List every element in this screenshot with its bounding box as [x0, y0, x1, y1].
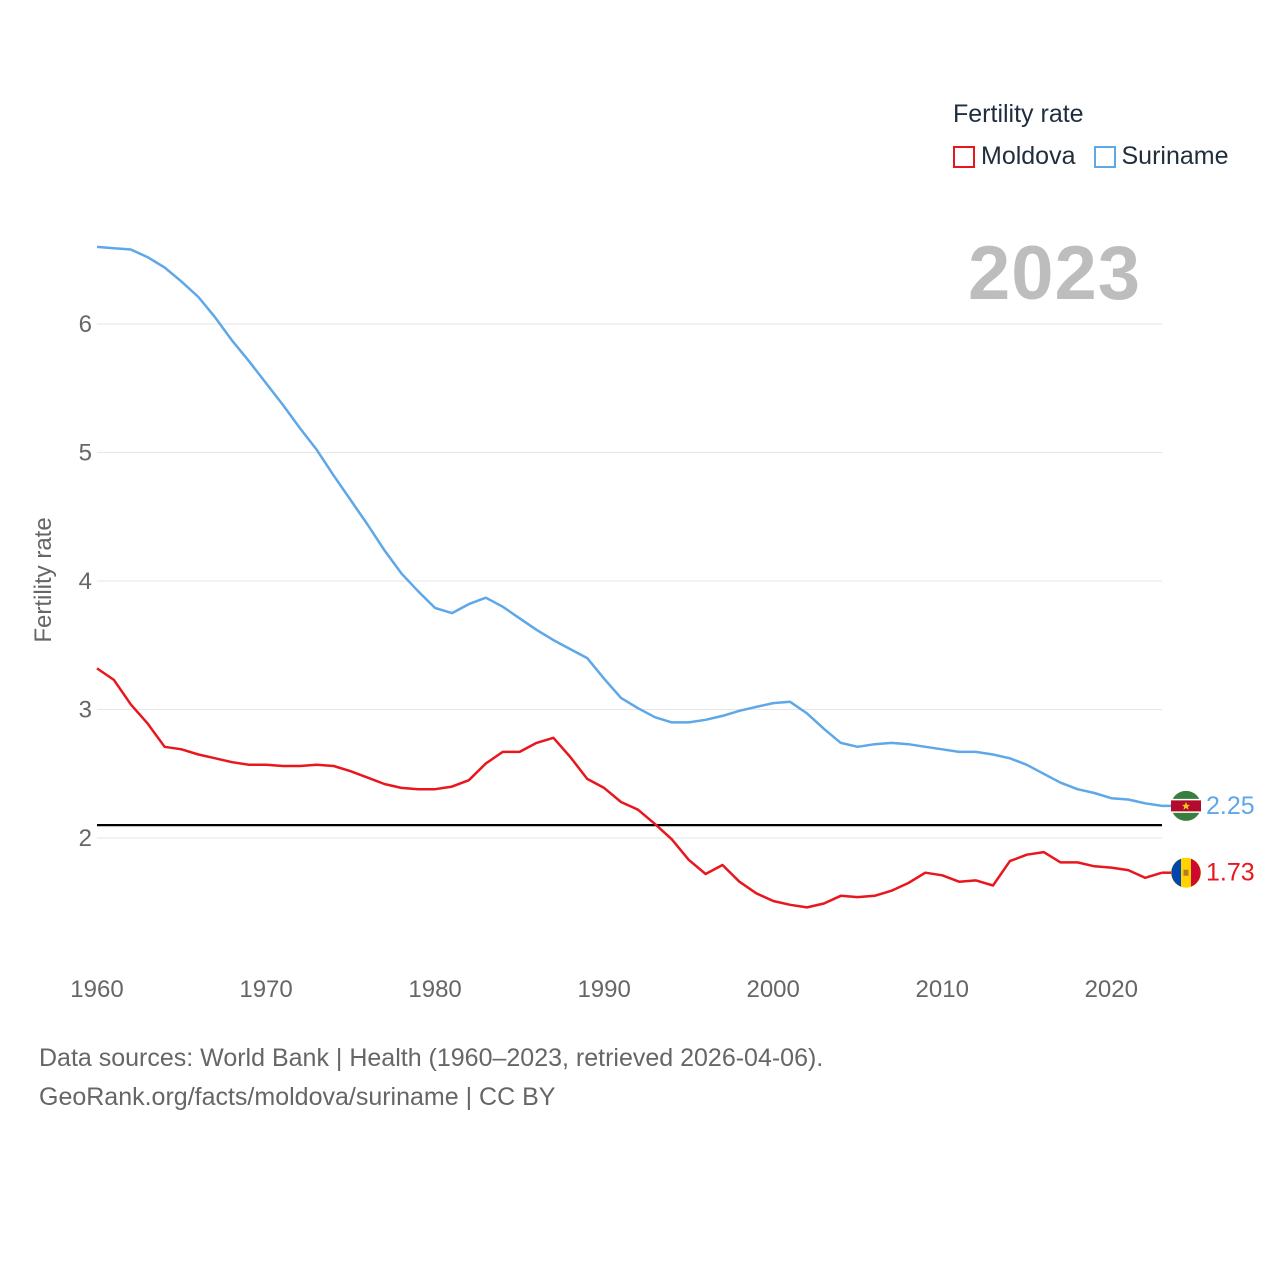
series-lines — [96, 245, 1163, 909]
y-tick-3: 3 — [79, 697, 92, 724]
x-tick-1960: 1960 — [70, 976, 123, 1003]
y-tick-labels: 2 3 4 5 6 — [79, 311, 92, 852]
end-markers: 2.25 1.73 — [1162, 790, 1255, 888]
legend-item-suriname[interactable]: Suriname — [1093, 142, 1229, 171]
data-source-line: Data sources: World Bank | Health (1960–… — [39, 1044, 824, 1072]
legend-item-moldova[interactable]: Moldova — [953, 142, 1076, 171]
legend: Moldova Suriname — [953, 142, 1247, 171]
flag-moldova-emblem — [1183, 869, 1189, 876]
y-tick-5: 5 — [79, 440, 92, 467]
x-tick-1970: 1970 — [239, 976, 292, 1003]
y-tick-2: 2 — [79, 825, 92, 852]
flag-moldova-icon — [1171, 857, 1201, 888]
x-tick-labels: 1960 1970 1980 1990 2000 2010 2020 — [70, 976, 1138, 1003]
year-watermark: 2023 — [968, 231, 1142, 316]
legend-swatch-moldova — [953, 145, 975, 168]
x-tick-2000: 2000 — [746, 976, 799, 1003]
end-label-suriname: 2.25 — [1206, 792, 1255, 820]
series-line-suriname — [96, 245, 1163, 808]
x-tick-2020: 2020 — [1085, 976, 1138, 1003]
grid-lines — [97, 323, 1162, 839]
legend-title: Fertility rate — [953, 100, 1084, 128]
legend-label-moldova: Moldova — [981, 142, 1076, 170]
y-axis-label: Fertility rate — [30, 517, 57, 642]
flag-suriname-icon — [1171, 790, 1201, 821]
series-line-moldova — [96, 667, 1163, 909]
end-label-moldova: 1.73 — [1206, 859, 1255, 887]
x-tick-1990: 1990 — [577, 976, 630, 1003]
legend-swatch-suriname — [1093, 145, 1116, 168]
y-tick-4: 4 — [79, 568, 92, 595]
x-tick-1980: 1980 — [408, 976, 461, 1003]
flag-moldova-blue — [1171, 858, 1181, 887]
flag-moldova-red — [1191, 858, 1201, 887]
x-tick-2010: 2010 — [916, 976, 969, 1003]
flag-suriname-star — [1182, 801, 1190, 810]
y-tick-6: 6 — [79, 311, 92, 338]
legend-label-suriname: Suriname — [1121, 142, 1229, 170]
source-url-line[interactable]: GeoRank.org/facts/moldova/suriname | CC … — [39, 1083, 556, 1111]
